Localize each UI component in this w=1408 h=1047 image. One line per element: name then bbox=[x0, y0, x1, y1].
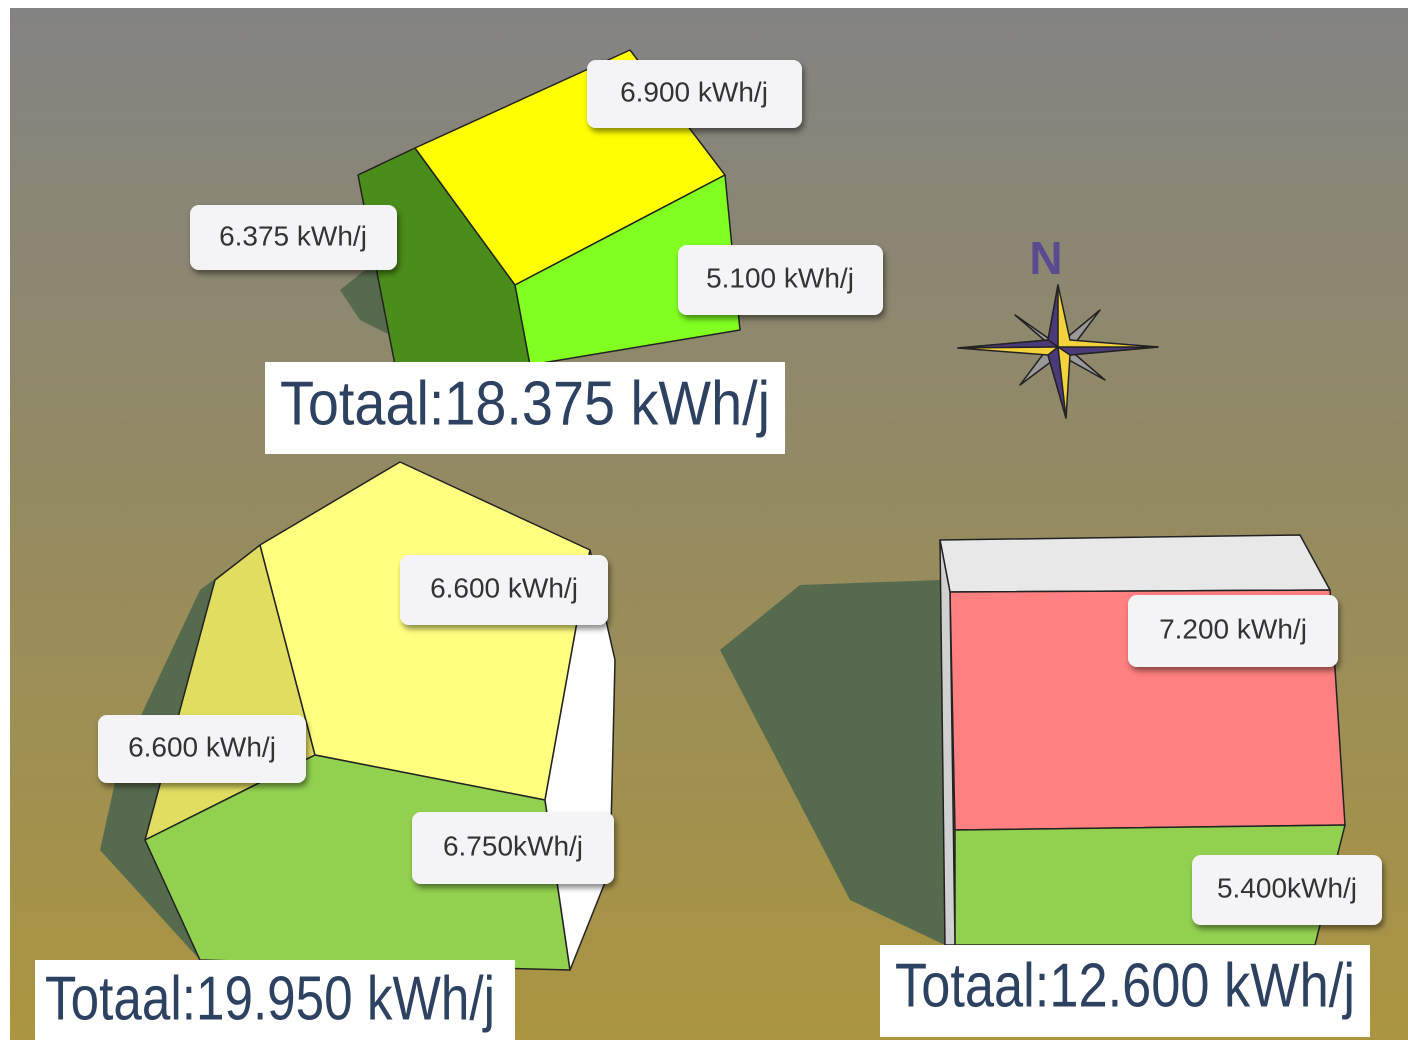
face-label: 6.600 kWh/j bbox=[128, 731, 276, 762]
total-box bbox=[35, 960, 515, 1040]
total-box bbox=[265, 362, 785, 454]
label-box bbox=[1128, 595, 1338, 667]
label-box bbox=[98, 715, 306, 783]
label-box bbox=[190, 205, 397, 270]
shadow bbox=[720, 580, 945, 945]
face-label: 6.375 kWh/j bbox=[219, 220, 367, 251]
total: Totaal:18.375 kWh/j bbox=[280, 369, 770, 438]
face-label: 6.900 kWh/j bbox=[620, 76, 768, 107]
face-label: 5.400kWh/j bbox=[1217, 872, 1357, 903]
label-box bbox=[587, 60, 802, 128]
shadow bbox=[100, 545, 260, 960]
roof-face bbox=[939, 534, 1331, 593]
roof-face bbox=[514, 174, 741, 366]
label-box bbox=[1192, 855, 1382, 925]
total-box bbox=[880, 945, 1370, 1037]
compass: N bbox=[957, 232, 1159, 419]
label-box bbox=[400, 555, 608, 625]
label-box bbox=[678, 245, 883, 315]
face-label: 5.100 kWh/j bbox=[706, 262, 854, 293]
total: Totaal:19.950 kWh/j bbox=[45, 964, 495, 1033]
label-box bbox=[412, 812, 614, 884]
compass-label: N bbox=[1029, 232, 1062, 284]
total: Totaal:12.600 kWh/j bbox=[895, 951, 1355, 1020]
face-label: 6.600 kWh/j bbox=[430, 572, 578, 603]
face-label: 7.200 kWh/j bbox=[1159, 613, 1307, 644]
face-label: 6.750kWh/j bbox=[443, 830, 583, 861]
